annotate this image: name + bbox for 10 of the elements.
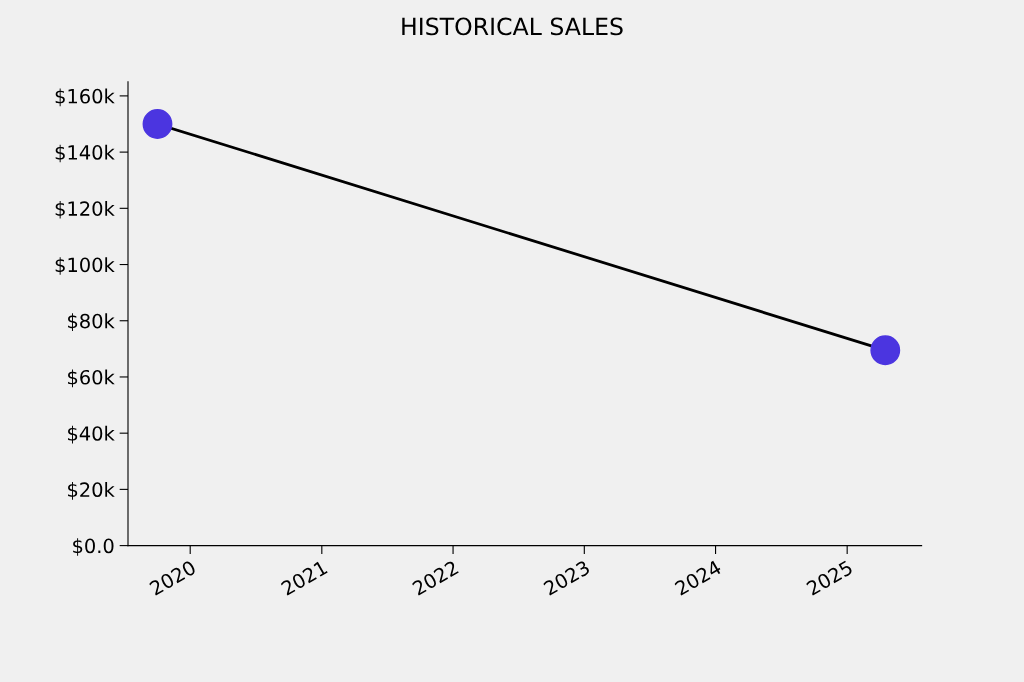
y-tick-label: $60k [68, 369, 115, 388]
y-tick-label: $140k [55, 144, 115, 163]
y-tick-label: $20k [68, 482, 115, 500]
y-tick-label: $120k [55, 200, 115, 219]
chart-title: HISTORICAL SALES [402, 17, 623, 36]
y-tick-label: $100k [55, 257, 115, 275]
y-tick-label: $0.0 [73, 538, 114, 556]
y-tick-label: $80k [68, 313, 115, 331]
y-tick-label: $40k [68, 425, 115, 444]
y-tick-label: $160k [55, 88, 115, 107]
